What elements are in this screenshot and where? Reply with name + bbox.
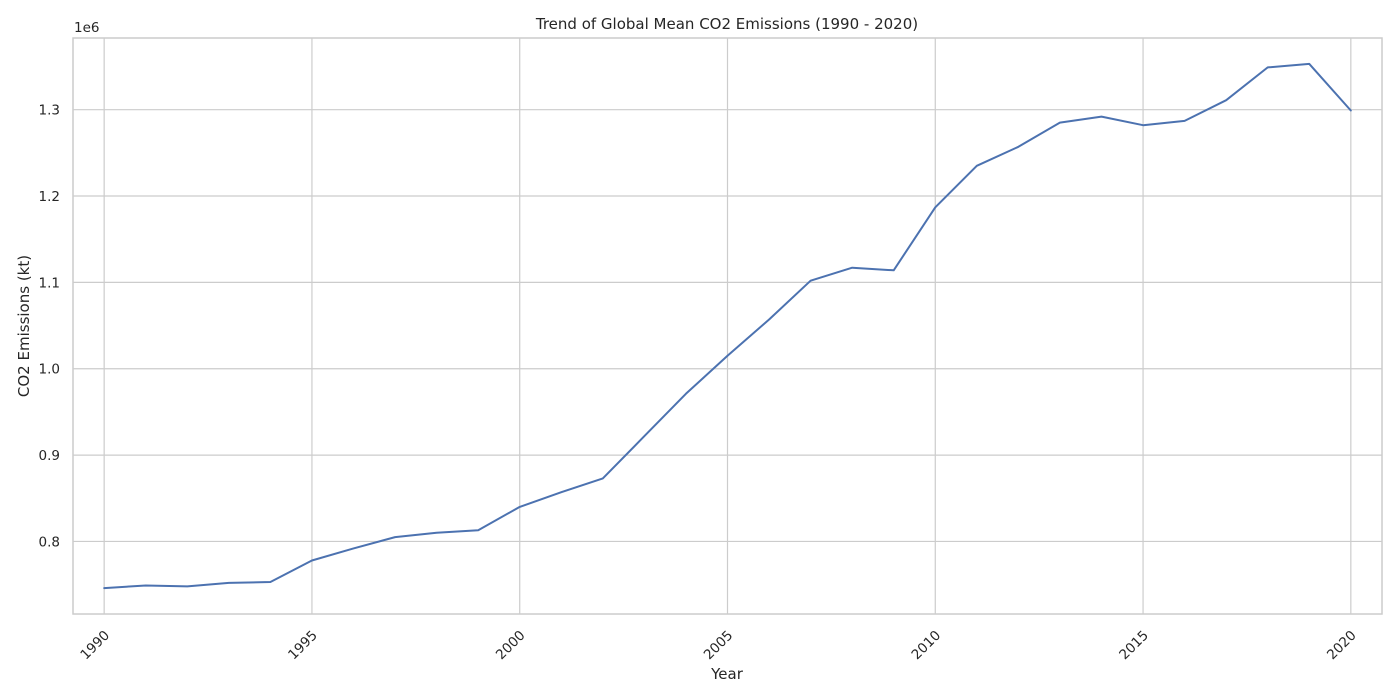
x-tick-labels: 1990 1995 2000 2005 2010 2015 2020 — [77, 628, 1359, 664]
y-axis-label: CO2 Emissions (kt) — [15, 255, 33, 397]
chart-title: Trend of Global Mean CO2 Emissions (1990… — [535, 15, 918, 33]
y-tick-label: 1.1 — [39, 275, 60, 291]
x-tick-label: 2010 — [908, 628, 944, 664]
x-axis-label: Year — [710, 665, 744, 683]
y-tick-label: 1.0 — [39, 362, 60, 378]
y-tick-label: 1.3 — [39, 103, 60, 119]
y-offset-label: 1e6 — [74, 20, 99, 36]
y-tick-label: 0.8 — [39, 534, 60, 550]
y-tick-label: 1.2 — [39, 189, 60, 205]
y-tick-label: 0.9 — [39, 448, 60, 464]
x-tick-label: 1995 — [285, 628, 321, 664]
x-tick-label: 2015 — [1116, 628, 1152, 664]
x-tick-label: 2000 — [493, 628, 529, 664]
plot-frame — [72, 37, 1383, 615]
emissions-series-line — [103, 62, 1352, 590]
x-tick-label: 2005 — [701, 628, 737, 664]
y-tick-labels: 0.8 0.9 1.0 1.1 1.2 1.3 — [39, 103, 60, 551]
x-tick-label: 2020 — [1324, 628, 1360, 664]
x-tick-label: 1990 — [77, 628, 113, 664]
grid — [73, 38, 1382, 614]
